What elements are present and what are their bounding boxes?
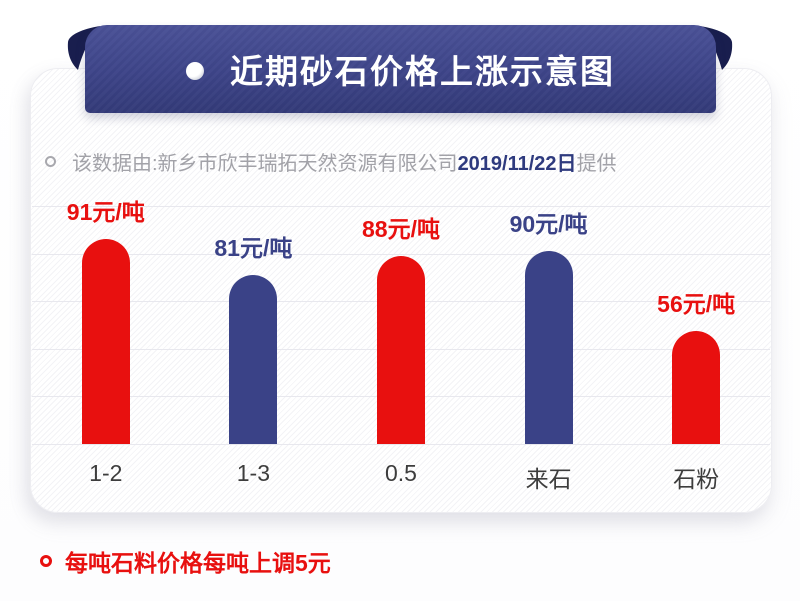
bar [672,331,721,444]
bar-column: 90元/吨 [475,206,623,444]
x-axis-labels: 1-2 1-3 0.5 来石 石粉 [32,454,770,494]
bar-value-label: 91元/吨 [66,199,145,225]
footer-note-text: 每吨石料价格每吨上调5元 [65,550,331,576]
bar-value-label: 56元/吨 [657,291,736,317]
gridline [32,444,770,445]
chart-card: 该数据由:新乡市欣丰瑞拓天然资源有限公司 2019/11/22日 提供 91元/吨 8… [30,68,772,513]
x-axis-label: 石粉 [673,466,720,492]
footer-note: 每吨石料价格每吨上调5元 [40,544,331,578]
data-source-note: 该数据由:新乡市欣丰瑞拓天然资源有限公司 2019/11/22日 提供 [45,147,617,176]
data-source-date: 2019/11/22日 [457,153,577,175]
x-axis-label: 来石 [525,466,572,492]
circle-bullet-icon [40,555,52,567]
bar [376,256,425,444]
gridline [32,253,770,255]
bar [81,239,130,444]
ribbon-left-fold-icon [67,26,100,70]
circle-bullet-icon [45,156,56,167]
bar [229,275,278,444]
x-axis-label: 0.5 [384,460,417,486]
data-source-suffix: 提供 [576,153,617,175]
data-source-text: 该数据由:新乡市欣丰瑞拓天然资源有限公司 [72,153,458,175]
gridline [32,206,770,207]
x-axis-label: 1-3 [236,460,271,486]
bar-value-label: 90元/吨 [509,211,588,237]
page-title: 近期砂石价格上涨示意图 [230,53,615,90]
x-axis-label: 1-2 [89,460,123,486]
bar-column: 88元/吨 [327,206,475,444]
bar [524,251,573,444]
bars-row: 91元/吨 81元/吨 88元/吨 90元/吨 56元/吨 [32,199,770,444]
bar-column: 56元/吨 [622,206,770,444]
title-bullet-icon [186,62,204,80]
ribbon-right-fold-icon [700,26,733,70]
bar-value-label: 81元/吨 [214,235,293,261]
bar-column: 81元/吨 [180,206,328,444]
bar-value-label: 88元/吨 [361,216,440,242]
bar-column: 91元/吨 [32,199,180,444]
title-banner: 近期砂石价格上涨示意图 [85,25,716,113]
